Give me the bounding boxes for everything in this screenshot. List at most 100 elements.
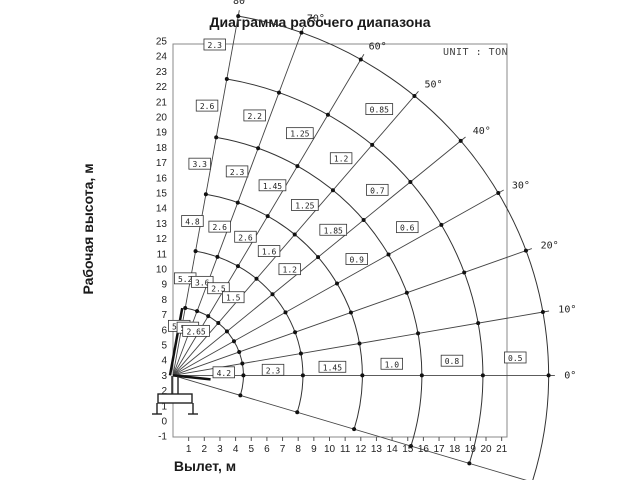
load-value: 0.9 [350, 256, 365, 265]
x-tick-label: 12 [355, 444, 367, 455]
x-tick-label: 16 [418, 444, 430, 455]
boom-tip-marker [238, 393, 243, 398]
load-value: 1.6 [262, 248, 277, 257]
load-box [234, 230, 257, 243]
reach-arc [205, 193, 363, 430]
angle-ray [172, 374, 527, 480]
y-tick-label: 14 [156, 204, 168, 215]
boom-tip-marker [408, 179, 413, 184]
boom-tip-marker [352, 427, 357, 432]
y-tick-label: 2 [161, 386, 167, 397]
y-tick-label: 18 [156, 143, 168, 154]
boom-tip-marker [237, 350, 242, 355]
boom-tip-marker [316, 255, 321, 260]
load-value: 0.5 [508, 354, 523, 363]
x-tick-label: 19 [465, 444, 477, 455]
angle-label: 0° [564, 370, 576, 381]
load-box [188, 157, 211, 170]
x-tick-label: 20 [480, 444, 492, 455]
load-value: 2.6 [212, 223, 227, 232]
load-value: 3.3 [192, 160, 207, 169]
x-tick-label: 14 [387, 444, 399, 455]
load-value: 0.85 [370, 106, 389, 115]
load-box [504, 351, 527, 364]
angle-label: 50° [424, 79, 442, 90]
load-box [261, 363, 285, 376]
boom-tip-marker [358, 57, 363, 62]
boom-tip-marker [298, 351, 303, 356]
load-box [318, 360, 347, 373]
x-tick-label: 1 [186, 444, 192, 455]
x-tick-label: 10 [324, 444, 336, 455]
unit-label: UNIT : TON [443, 47, 509, 58]
y-tick-label: 19 [156, 128, 168, 139]
y-tick-label: 4 [161, 356, 167, 367]
boom-tip-marker [224, 77, 229, 82]
boom-tip-marker [293, 330, 298, 335]
boom-tip-marker [195, 309, 200, 314]
boom-arm-lowered [172, 374, 211, 381]
boom-tip-marker [241, 373, 246, 378]
y-tick-label: 7 [161, 310, 167, 321]
boom-tip-marker [496, 191, 501, 195]
boom-tip-marker [236, 14, 241, 19]
load-value: 2.2 [247, 112, 262, 121]
y-tick-label: 24 [156, 52, 168, 63]
y-tick-label: 3 [161, 371, 167, 382]
boom-tip-marker [295, 164, 300, 169]
load-value: 1.85 [324, 226, 343, 235]
load-value: 0.6 [400, 224, 415, 233]
load-box [286, 127, 314, 140]
load-value: 2.3 [230, 168, 245, 177]
angle-label: 20° [541, 240, 559, 251]
load-box [329, 152, 353, 165]
x-tick-label: 11 [340, 444, 351, 455]
boom-tip-marker [386, 252, 391, 257]
boom-tip-marker [235, 264, 240, 269]
boom-tip-marker [231, 339, 236, 344]
chart-title: Диаграмма рабочего диапазона [209, 14, 431, 30]
boom-tip-marker [419, 373, 424, 378]
boom-tip-marker [300, 373, 305, 378]
boom-tip-marker [224, 329, 229, 334]
boom-tip-marker [265, 214, 270, 219]
load-value: 2.3 [208, 41, 223, 50]
boom-tip-marker [467, 461, 472, 466]
load-value: 1.45 [263, 182, 282, 191]
boom-tip-marker [334, 281, 339, 286]
y-tick-label: 6 [161, 325, 167, 336]
boom-tip-marker [546, 373, 551, 378]
reach-arc [216, 136, 423, 447]
boom-tip-marker [216, 321, 221, 326]
boom-tip-marker [270, 292, 275, 297]
boom-tip-marker [295, 410, 300, 415]
load-value: 1.25 [295, 201, 314, 210]
x-tick-label: 17 [433, 444, 445, 455]
y-tick-label: 22 [156, 82, 168, 93]
load-box [222, 291, 245, 304]
load-box [191, 275, 214, 288]
boom-tip-marker [480, 373, 485, 378]
load-value: 2.6 [238, 233, 253, 242]
load-box [195, 99, 219, 112]
load-value: 1.25 [290, 130, 309, 139]
y-tick-label: 23 [156, 67, 168, 78]
boom-tip-marker [370, 142, 375, 147]
x-tick-label: 18 [449, 444, 461, 455]
boom-tip-marker [408, 444, 413, 449]
truck-chassis-icon [152, 376, 198, 415]
load-value: 0.7 [370, 186, 385, 195]
load-box [181, 215, 204, 227]
load-box [258, 179, 287, 192]
boom-tip-marker [540, 310, 545, 315]
boom-tip-marker [299, 30, 304, 35]
boom-tip-marker [276, 90, 281, 95]
load-box [212, 366, 235, 379]
load-value: 1.0 [385, 360, 400, 369]
boom-tip-marker [235, 200, 240, 205]
boom-tip-marker [439, 222, 444, 227]
boom-tip-marker [283, 310, 288, 315]
load-value: 4.8 [185, 218, 200, 227]
y-tick-label: 12 [156, 234, 168, 245]
